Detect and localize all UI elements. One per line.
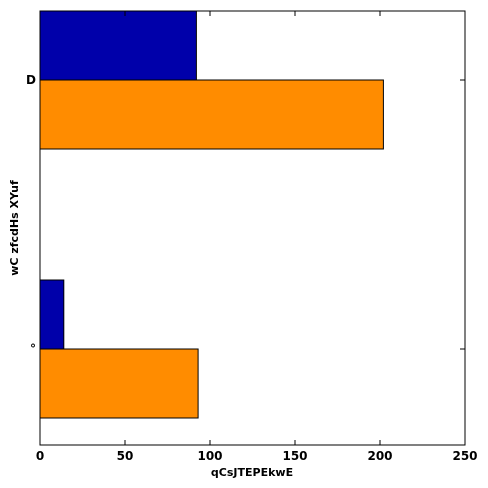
x-tick-label-2: 100	[197, 449, 222, 463]
bar-blue-1	[39, 279, 65, 350]
x-axis-label: qCsJTEPEkwE	[211, 466, 293, 479]
bar-blue-0	[39, 10, 197, 81]
y-tick-label-1: °	[30, 342, 36, 356]
y-axis: D°	[26, 73, 465, 356]
x-tick-label-4: 200	[367, 449, 392, 463]
y-tick-label-0: D	[26, 73, 36, 87]
y-axis-label: wC zfcdHs XYuf	[8, 180, 21, 276]
plot-frame	[39, 10, 466, 446]
x-axis: 0 50 100 150 200 250	[36, 11, 478, 463]
bar-orange-1	[39, 348, 199, 419]
x-tick-label-0: 0	[36, 449, 44, 463]
bars-group	[39, 10, 384, 419]
x-tick-label-5: 250	[452, 449, 477, 463]
x-tick-label-1: 50	[117, 449, 134, 463]
x-tick-label-3: 150	[282, 449, 307, 463]
bar-orange-0	[39, 79, 384, 150]
